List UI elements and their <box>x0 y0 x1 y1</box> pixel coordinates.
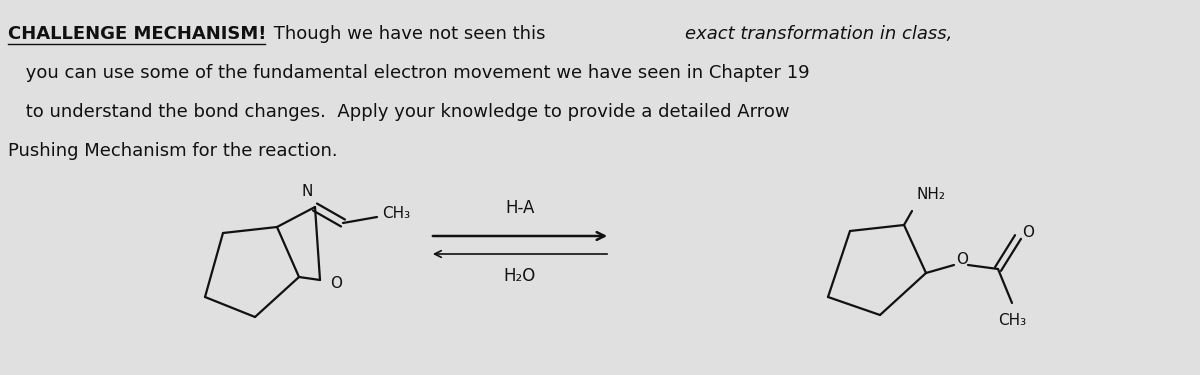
Text: NH₂: NH₂ <box>916 187 946 202</box>
Text: H-A: H-A <box>505 199 535 217</box>
Text: CH₃: CH₃ <box>382 206 410 220</box>
Text: Pushing Mechanism for the reaction.: Pushing Mechanism for the reaction. <box>8 142 337 160</box>
Text: H₂O: H₂O <box>504 267 536 285</box>
Text: N: N <box>301 184 313 199</box>
Text: O: O <box>330 276 342 291</box>
Text: exact transformation in class,: exact transformation in class, <box>685 25 953 43</box>
Text: to understand the bond changes.  Apply your knowledge to provide a detailed Arro: to understand the bond changes. Apply yo… <box>20 103 790 121</box>
Text: Though we have not seen this: Though we have not seen this <box>268 25 551 43</box>
Text: CHALLENGE MECHANISM!: CHALLENGE MECHANISM! <box>8 25 266 43</box>
Text: O: O <box>956 252 968 267</box>
Text: you can use some of the fundamental electron movement we have seen in Chapter 19: you can use some of the fundamental elec… <box>20 64 810 82</box>
Text: CH₃: CH₃ <box>998 313 1026 328</box>
Text: O: O <box>1022 225 1034 240</box>
